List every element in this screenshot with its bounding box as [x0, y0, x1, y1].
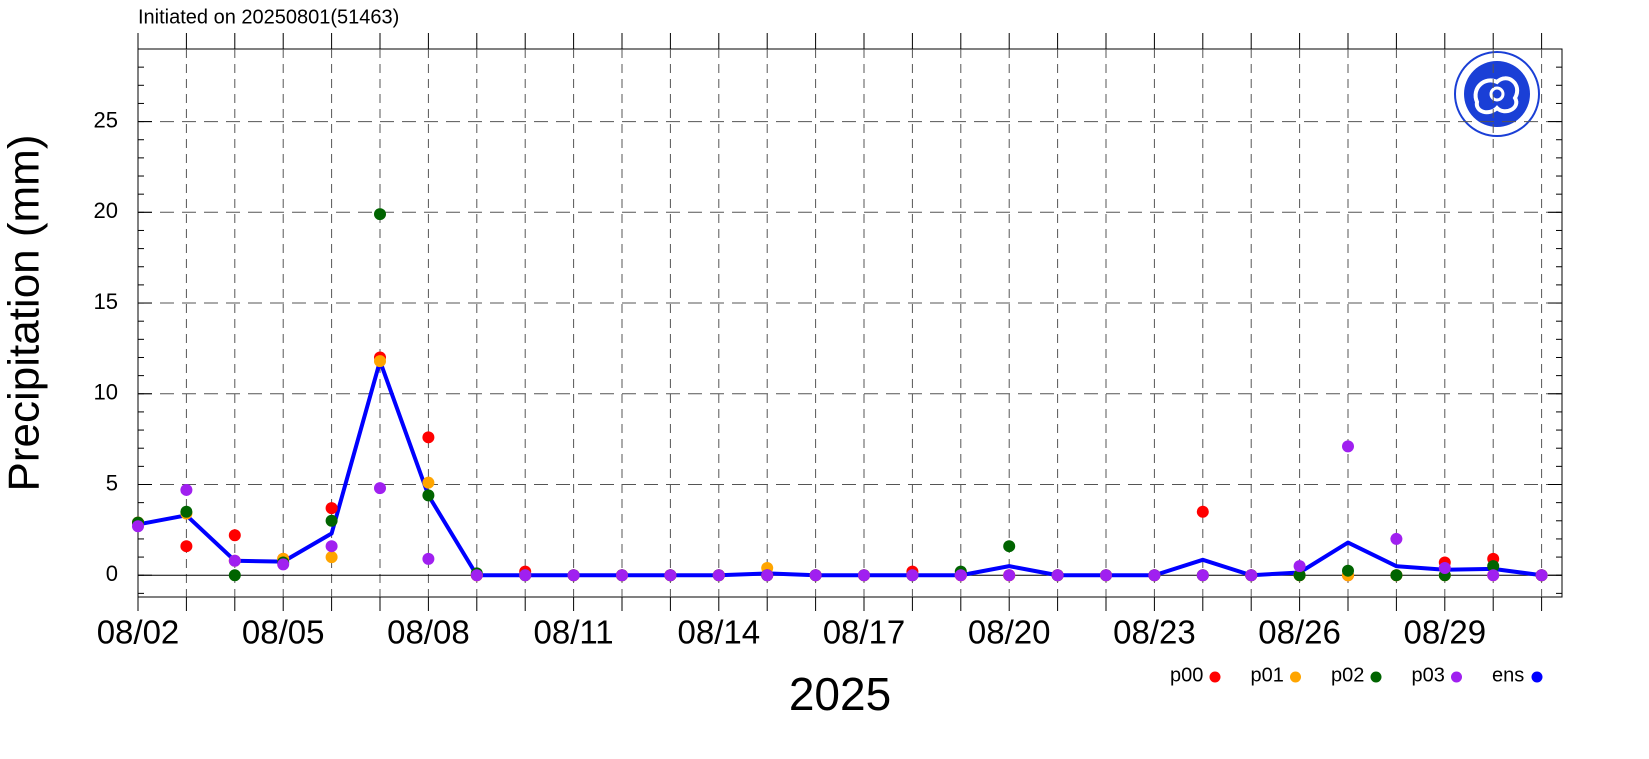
- legend-marker: [1290, 671, 1301, 683]
- data-point: [1245, 569, 1258, 582]
- data-point: [1196, 569, 1209, 582]
- data-point: [374, 355, 386, 368]
- chart-title: Initiated on 20250801(51463): [138, 6, 399, 28]
- data-point: [1535, 569, 1548, 582]
- legend-marker: [1451, 671, 1462, 683]
- data-point: [1487, 569, 1500, 582]
- legend-label: p01: [1251, 664, 1284, 686]
- x-tick-label: 08/20: [968, 614, 1051, 651]
- data-point: [1003, 569, 1016, 582]
- data-point: [228, 529, 241, 542]
- data-point: [132, 520, 144, 533]
- data-point: [664, 569, 677, 582]
- data-point: [567, 569, 580, 582]
- legend-marker: [1531, 671, 1543, 683]
- data-point: [180, 540, 193, 553]
- data-point: [1342, 564, 1354, 577]
- data-point: [1293, 560, 1306, 573]
- x-tick-label: 08/17: [823, 614, 906, 651]
- data-point: [422, 489, 435, 502]
- x-tick-label: 08/23: [1113, 614, 1196, 651]
- data-point: [228, 554, 241, 567]
- x-tick-label: 08/29: [1404, 614, 1487, 651]
- x-tick-label: 08/14: [678, 614, 761, 651]
- y-tick-label: 5: [106, 470, 118, 495]
- data-point: [1003, 540, 1016, 553]
- data-point: [1487, 560, 1500, 573]
- data-point: [180, 505, 193, 518]
- data-point: [325, 551, 338, 564]
- data-point: [325, 514, 338, 527]
- logo: [1454, 51, 1540, 137]
- data-point: [422, 552, 435, 565]
- data-point: [519, 569, 532, 582]
- data-point: [954, 569, 967, 582]
- data-point: [1148, 569, 1161, 582]
- data-point: [422, 476, 435, 489]
- data-point: [712, 569, 725, 582]
- data-point: [1390, 569, 1403, 582]
- plot-frame: [137, 48, 1563, 598]
- legend-label: p00: [1170, 664, 1203, 686]
- data-point: [616, 569, 628, 582]
- data-point: [470, 569, 483, 582]
- x-tick-label: 08/02: [97, 614, 180, 651]
- x-tick-label: 08/26: [1258, 614, 1341, 651]
- data-point: [1051, 569, 1064, 582]
- legend-label: p03: [1412, 664, 1445, 686]
- data-point: [761, 569, 774, 582]
- y-tick-label: 20: [94, 198, 118, 223]
- x-tick-label: 08/05: [242, 614, 325, 651]
- y-tick-label: 25: [94, 107, 118, 132]
- data-point: [277, 558, 290, 571]
- data-point: [374, 208, 386, 221]
- data-point: [325, 502, 338, 515]
- legend-marker: [1370, 671, 1382, 683]
- data-point: [906, 569, 919, 582]
- data-point: [1390, 532, 1403, 545]
- y-tick-label: 0: [106, 561, 118, 586]
- data-point: [228, 569, 241, 582]
- y-axis-label: Precipitation (mm): [0, 135, 49, 492]
- x-tick-label: 08/08: [387, 614, 470, 651]
- data-point: [325, 540, 338, 553]
- ensemble-line: [137, 359, 1542, 578]
- data-point: [1100, 569, 1112, 582]
- x-axis-label: 2025: [789, 668, 891, 720]
- y-tick-label: 10: [94, 380, 118, 405]
- data-point: [1196, 505, 1209, 518]
- data-point: [1438, 561, 1451, 574]
- data-point: [374, 482, 386, 495]
- data-point: [809, 569, 822, 582]
- data-point: [422, 431, 435, 444]
- legend-label: p02: [1331, 664, 1364, 686]
- data-point: [858, 569, 870, 582]
- x-tick-label: 08/11: [534, 614, 614, 651]
- y-tick-label: 15: [94, 289, 118, 314]
- data-point: [1293, 569, 1306, 582]
- legend-label: ens: [1492, 664, 1524, 686]
- legend-marker: [1209, 671, 1221, 683]
- data-point: [180, 483, 193, 496]
- data-point: [1342, 440, 1354, 453]
